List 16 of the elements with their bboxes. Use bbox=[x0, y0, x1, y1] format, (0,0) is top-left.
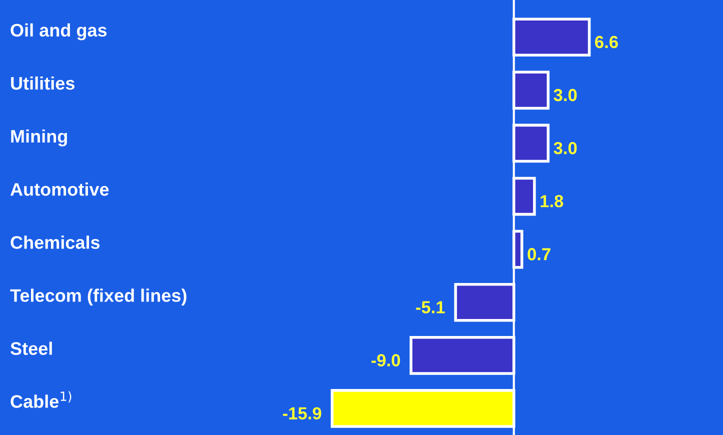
data-label: 0.7 bbox=[528, 248, 550, 260]
y-tick-label: Steel bbox=[10, 342, 52, 355]
y-tick-label: Oil and gas bbox=[10, 23, 107, 40]
data-label: 3.0 bbox=[554, 88, 577, 102]
y-tick-label: Automotive bbox=[10, 182, 109, 196]
y-tick-label: Chemicals bbox=[10, 236, 100, 249]
y-tick-label: Cable$^{1)}$ bbox=[10, 391, 72, 408]
y-tick-label: Telecom (fixed lines) bbox=[10, 288, 186, 306]
data-label: -5.1 bbox=[416, 301, 445, 314]
data-label: -15.9 bbox=[282, 407, 322, 420]
y-tick-label: Mining bbox=[11, 129, 67, 146]
data-label: 3.0 bbox=[554, 142, 577, 154]
y-tick-label: Utilities bbox=[11, 76, 74, 90]
data-label: -9.0 bbox=[371, 354, 400, 366]
data-label: 1.8 bbox=[540, 195, 564, 208]
data-label: 6.6 bbox=[595, 36, 618, 48]
